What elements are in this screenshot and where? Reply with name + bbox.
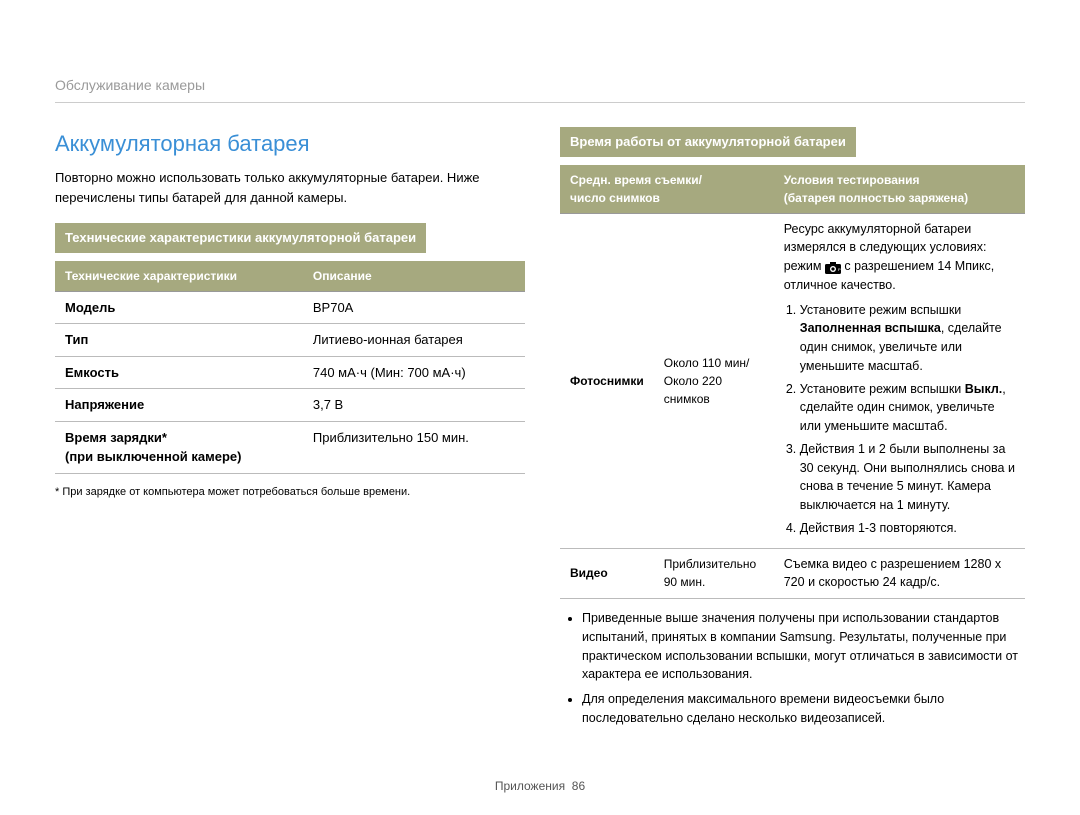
spec-label: Модель — [55, 291, 303, 324]
section-title: Аккумуляторная батарея — [55, 127, 525, 160]
runtime-row-time: Около 110 мин/ Около 220 снимков — [654, 213, 774, 548]
notes-list: Приведенные выше значения получены при и… — [582, 609, 1025, 728]
list-item: Действия 1-3 повторяются. — [800, 519, 1015, 538]
footer-page: 86 — [572, 779, 585, 793]
table-row: Время зарядки* (при выключенной камере) … — [55, 421, 525, 473]
spec-label: Время зарядки* (при выключенной камере) — [55, 421, 303, 473]
spec-banner: Технические характеристики аккумуляторно… — [55, 223, 426, 253]
runtime-banner: Время работы от аккумуляторной батареи — [560, 127, 856, 157]
table-row: Фотоснимки Около 110 мин/ Около 220 сним… — [560, 213, 1025, 548]
list-item: Действия 1 и 2 были выполнены за 30 секу… — [800, 440, 1015, 515]
runtime-row-label: Фотоснимки — [560, 213, 654, 548]
runtime-table: Средн. время съемки/ число снимков Услов… — [560, 165, 1025, 600]
spec-value: Литиево-ионная батарея — [303, 324, 525, 357]
table-row: Модель BP70A — [55, 291, 525, 324]
svg-text:P: P — [838, 267, 841, 272]
spec-table: Технические характеристики Описание Моде… — [55, 261, 525, 474]
table-row: Видео Приблизительно 90 мин. Съемка виде… — [560, 548, 1025, 599]
table-row: Тип Литиево-ионная батарея — [55, 324, 525, 357]
list-item: Установите режим вспышки Выкл., сделайте… — [800, 380, 1015, 436]
runtime-row-cond: Ресурс аккумуляторной батареи измерялся … — [774, 213, 1025, 548]
page-footer: Приложения 86 — [0, 777, 1080, 795]
left-column: Аккумуляторная батарея Повторно можно ис… — [55, 127, 525, 734]
runtime-row-time: Приблизительно 90 мин. — [654, 548, 774, 599]
list-item: Для определения максимального времени ви… — [582, 690, 1025, 728]
runtime-row-label: Видео — [560, 548, 654, 599]
spec-label: Тип — [55, 324, 303, 357]
cond-steps: Установите режим вспышки Заполненная всп… — [784, 301, 1015, 538]
spec-value: 740 мА·ч (Мин: 700 мА·ч) — [303, 356, 525, 389]
spec-value: Приблизительно 150 мин. — [303, 421, 525, 473]
spec-label: Емкость — [55, 356, 303, 389]
spec-header-0: Технические характеристики — [55, 261, 303, 292]
spec-footnote: * При зарядке от компьютера может потреб… — [55, 484, 525, 501]
content-columns: Аккумуляторная батарея Повторно можно ис… — [55, 127, 1025, 734]
spec-header-1: Описание — [303, 261, 525, 292]
runtime-header-0: Средн. время съемки/ число снимков — [560, 165, 774, 214]
table-row: Емкость 740 мА·ч (Мин: 700 мА·ч) — [55, 356, 525, 389]
right-column: Время работы от аккумуляторной батареи С… — [560, 127, 1025, 734]
footer-label: Приложения — [495, 779, 565, 793]
spec-value: BP70A — [303, 291, 525, 324]
list-item: Установите режим вспышки Заполненная всп… — [800, 301, 1015, 376]
list-item: Приведенные выше значения получены при и… — [582, 609, 1025, 684]
breadcrumb: Обслуживание камеры — [55, 75, 1025, 103]
spec-value: 3,7 В — [303, 389, 525, 422]
intro-text: Повторно можно использовать только аккум… — [55, 168, 525, 207]
table-row: Напряжение 3,7 В — [55, 389, 525, 422]
camera-icon: P — [825, 261, 841, 273]
runtime-header-1: Условия тестирования (батарея полностью … — [774, 165, 1025, 214]
runtime-row-cond: Съемка видео с разрешением 1280 x 720 и … — [774, 548, 1025, 599]
spec-label: Напряжение — [55, 389, 303, 422]
